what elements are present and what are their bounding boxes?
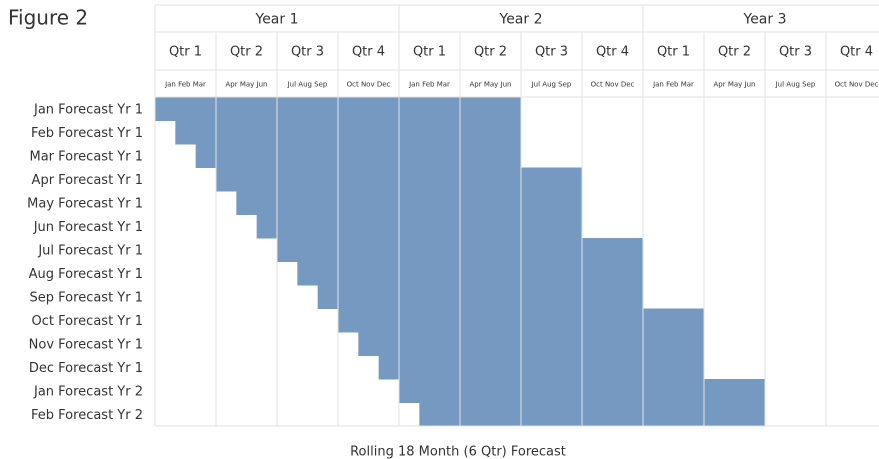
forecast-bar <box>236 191 583 215</box>
row-label: Mar Forecast Yr 1 <box>30 149 144 164</box>
row-label: Sep Forecast Yr 1 <box>30 290 143 305</box>
quarter-label: Qtr 1 <box>169 45 202 60</box>
row-label: Oct Forecast Yr 1 <box>32 314 143 329</box>
quarter-label: Qtr 4 <box>596 45 629 60</box>
year-label: Year 1 <box>255 12 299 28</box>
row-label: Jun Forecast Yr 1 <box>33 220 143 235</box>
forecast-bar <box>317 285 643 309</box>
quarter-label: Qtr 2 <box>718 45 751 60</box>
row-label: Jan Forecast Yr 2 <box>33 384 143 399</box>
row-label: May Forecast Yr 1 <box>27 196 143 211</box>
forecast-bar <box>419 402 765 427</box>
row-label: Jul Forecast Yr 1 <box>37 243 143 258</box>
quarter-label: Qtr 1 <box>657 45 690 60</box>
forecast-bar <box>175 120 522 145</box>
quarter-label: Qtr 4 <box>840 45 873 60</box>
row-label: Dec Forecast Yr 1 <box>29 361 143 376</box>
month-label: Oct Nov Dec <box>835 81 879 89</box>
forecast-bar <box>256 214 582 239</box>
forecast-bar <box>195 144 521 168</box>
forecast-bar <box>297 261 643 286</box>
row-label: Feb Forecast Yr 2 <box>31 408 143 423</box>
year-label: Year 3 <box>743 12 787 28</box>
month-label: Oct Nov Dec <box>347 81 391 89</box>
row-label: Aug Forecast Yr 1 <box>29 267 143 282</box>
month-label: Apr May Jun <box>470 81 512 89</box>
caption: Rolling 18 Month (6 Qtr) Forecast <box>350 445 566 459</box>
month-label: Jan Feb Mar <box>652 81 694 89</box>
month-label: Jan Feb Mar <box>408 81 450 89</box>
month-label: Apr May Jun <box>714 81 756 89</box>
quarter-label: Qtr 3 <box>535 45 568 60</box>
year-label: Year 2 <box>499 12 543 28</box>
month-label: Jul Aug Sep <box>531 81 572 89</box>
month-label: Apr May Jun <box>226 81 268 89</box>
month-label: Jan Feb Mar <box>164 81 206 89</box>
quarter-label: Qtr 2 <box>474 45 507 60</box>
figure-title: Figure 2 <box>8 6 88 30</box>
month-label: Oct Nov Dec <box>591 81 635 89</box>
quarter-label: Qtr 4 <box>352 45 385 60</box>
forecast-bar <box>358 332 704 356</box>
row-label: Feb Forecast Yr 1 <box>31 126 143 141</box>
quarter-label: Qtr 3 <box>779 45 812 60</box>
row-label: Jan Forecast Yr 1 <box>33 102 143 117</box>
quarter-label: Qtr 3 <box>291 45 324 60</box>
quarter-label: Qtr 1 <box>413 45 446 60</box>
forecast-bar <box>378 355 704 380</box>
row-label: Nov Forecast Yr 1 <box>29 337 143 352</box>
month-label: Jul Aug Sep <box>287 81 328 89</box>
row-label: Apr Forecast Yr 1 <box>32 173 143 188</box>
month-label: Jul Aug Sep <box>775 81 816 89</box>
quarter-label: Qtr 2 <box>230 45 263 60</box>
